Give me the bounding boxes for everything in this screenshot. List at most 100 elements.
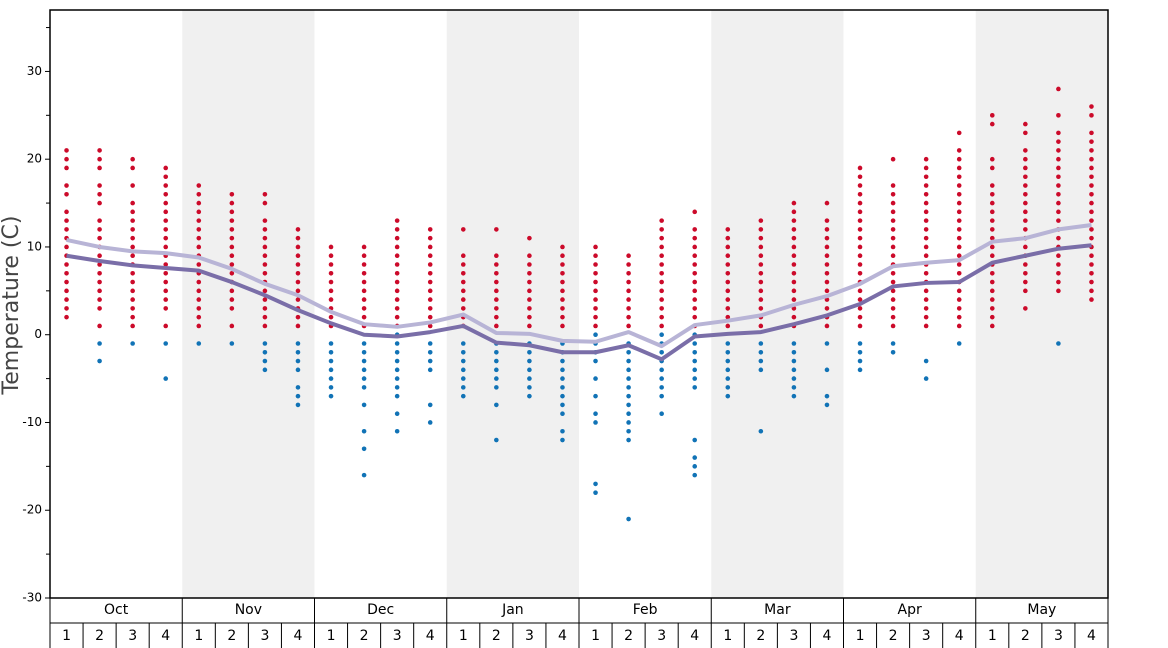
dot [394,411,400,417]
dot [394,314,400,320]
dot [890,244,896,250]
dot [130,227,135,232]
dot [295,367,301,373]
dot [1056,113,1061,118]
dot [890,209,896,215]
dot [956,148,962,153]
week-label: 3 [789,628,798,644]
dot [560,367,565,373]
dot [97,200,102,206]
dot [427,314,433,320]
dot [394,358,400,364]
dot [163,270,169,276]
series-line [66,243,1092,362]
dot [1056,165,1061,171]
dot [262,323,268,329]
dot [64,297,69,302]
dot [989,200,995,206]
dot [1056,200,1061,206]
dot [1023,130,1028,136]
dot [427,341,433,346]
dot [1023,244,1028,250]
dot [857,218,863,223]
dot [659,314,664,320]
dot [196,341,202,346]
dot [758,244,764,250]
week-label: 1 [459,628,468,644]
dot [890,297,896,302]
dot [593,323,598,329]
dot [659,262,664,267]
dot [725,341,731,346]
dot [626,367,631,373]
dot [626,349,631,355]
dot [494,437,499,443]
dot [163,376,169,381]
series-line [66,223,1092,349]
dot [64,191,69,197]
y-tick-label: -30 [22,591,42,605]
dot [1056,270,1061,276]
week-label: 2 [756,628,765,644]
dot [97,262,102,267]
dot [890,341,896,346]
dot [163,306,169,311]
dot [328,367,334,373]
dot [1056,253,1061,259]
dot [824,227,830,232]
month-label: Dec [367,602,394,618]
dot [560,385,565,390]
dot [1089,183,1094,188]
dot [295,402,301,408]
dot [923,235,929,241]
dot [593,332,598,338]
dot [560,297,565,302]
dot [824,341,830,346]
dot [989,191,995,197]
dot [427,297,433,302]
dot [758,218,764,223]
dot [1089,156,1094,162]
dot [460,288,466,294]
dot [659,306,664,311]
dot [593,306,598,311]
dot [956,244,962,250]
dot [295,279,301,285]
dot [824,306,830,311]
dot [460,393,466,399]
dot [659,288,664,294]
dot [527,306,532,311]
dot [857,349,863,355]
dot [791,200,797,206]
week-label: 2 [360,628,369,644]
dot [1056,218,1061,223]
dot [923,191,929,197]
dot [857,270,863,276]
dot [791,227,797,232]
dot [229,341,235,346]
dot [361,376,367,381]
dot [460,306,466,311]
dot [328,385,334,390]
dot [460,367,466,373]
dot [956,165,962,171]
dot [427,367,433,373]
dot [130,209,135,215]
dot [725,270,731,276]
month-band [711,10,844,598]
dot [692,349,698,355]
dot [692,358,698,364]
dot [857,235,863,241]
dot [1056,139,1061,144]
dot [361,341,367,346]
dot [989,113,995,118]
dot [196,288,202,294]
dot [229,191,235,197]
dot [956,156,962,162]
dot [725,288,731,294]
dot [593,376,598,381]
dot [427,235,433,241]
dot [956,200,962,206]
month-label: Apr [898,602,922,618]
dot [1023,191,1028,197]
